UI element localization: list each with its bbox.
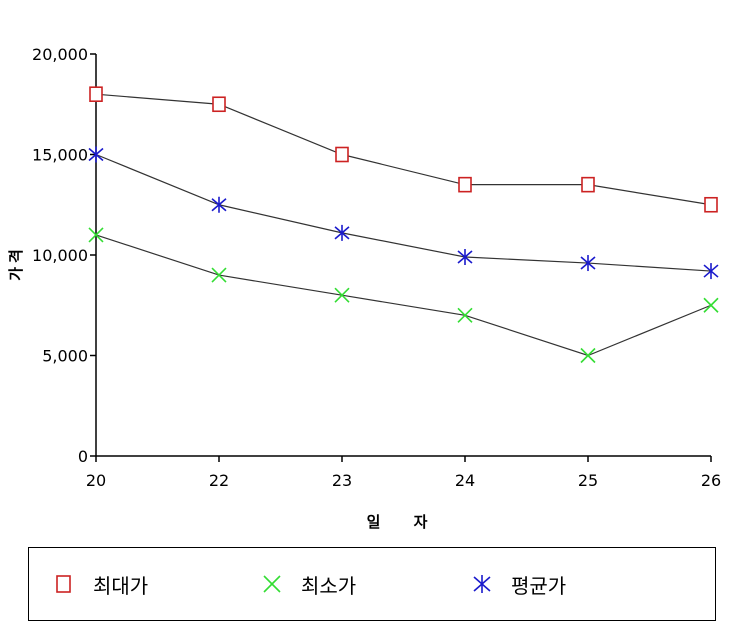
data-point-square xyxy=(704,196,718,213)
series-line-1 xyxy=(95,234,712,357)
data-point-square xyxy=(458,176,472,193)
x-tick-label: 24 xyxy=(455,471,475,490)
legend-label-avg: 평균가 xyxy=(511,573,567,598)
legend: 최대가 최소가 평균가 xyxy=(28,547,716,621)
y-tick-label: 15,000 xyxy=(32,146,88,165)
data-point-x xyxy=(211,267,227,283)
x-tick-label: 22 xyxy=(209,471,229,490)
series-lines xyxy=(95,93,712,357)
legend-label-max: 최대가 xyxy=(93,573,149,598)
data-point-x-stroke xyxy=(334,287,350,303)
data-point-star-stroke xyxy=(88,147,104,162)
data-point-x-stroke xyxy=(580,347,596,364)
data-point-x xyxy=(334,287,350,303)
data-point-x xyxy=(580,347,596,364)
legend-item-min: 최소가 xyxy=(263,548,356,620)
data-point-x-stroke xyxy=(457,307,473,323)
x-tick-label: 23 xyxy=(332,471,352,490)
data-point-square xyxy=(581,176,595,193)
data-point-star xyxy=(211,196,227,213)
data-point-square xyxy=(89,86,103,102)
x-tick-label: 20 xyxy=(86,471,106,490)
data-point-square xyxy=(335,146,349,163)
data-point-star xyxy=(334,224,350,241)
chart-axes xyxy=(90,53,712,462)
y-tick-label: 5,000 xyxy=(42,347,88,366)
data-point-square xyxy=(212,96,226,113)
legend-item-avg: 평균가 xyxy=(473,548,566,620)
series-line-2 xyxy=(95,153,712,272)
square-marker-icon xyxy=(56,575,71,593)
data-point-star-stroke xyxy=(211,198,227,212)
data-point-x xyxy=(88,227,104,243)
data-point-star-stroke xyxy=(334,226,350,240)
line-chart: 0 5,000 10,000 15,000 20,000 20 22 23 24 25 26 일 자… xyxy=(7,45,721,531)
series-line-0 xyxy=(95,93,712,206)
data-point-star xyxy=(88,146,104,163)
data-point-x-stroke xyxy=(211,267,227,283)
x-tick-label: 25 xyxy=(578,471,598,490)
data-point-star-stroke xyxy=(457,250,473,264)
data-point-x xyxy=(703,297,719,313)
legend-label-min: 최소가 xyxy=(301,573,357,598)
data-point-star xyxy=(580,255,596,272)
data-point-x-stroke xyxy=(88,227,104,243)
y-tick-label: 10,000 xyxy=(32,246,88,265)
y-tick-label: 0 xyxy=(78,447,88,466)
data-point-x-stroke xyxy=(703,297,719,313)
data-point-star xyxy=(457,249,473,266)
data-point-star xyxy=(703,263,719,280)
data-point-x xyxy=(457,307,473,323)
x-tick-label: 26 xyxy=(701,471,721,490)
x-axis-title: 일 자 xyxy=(367,513,442,531)
data-point-star-stroke xyxy=(580,256,596,270)
y-axis-title: 가격 xyxy=(7,245,25,281)
data-point-star-stroke xyxy=(703,264,719,278)
star-marker-icon xyxy=(473,575,491,593)
x-marker-icon xyxy=(263,575,281,593)
legend-item-max: 최대가 xyxy=(55,548,148,620)
tick-labels: 0 5,000 10,000 15,000 20,000 20 22 23 24 25 26 xyxy=(32,45,721,490)
y-tick-label: 20,000 xyxy=(32,45,88,64)
series-markers xyxy=(88,86,719,364)
